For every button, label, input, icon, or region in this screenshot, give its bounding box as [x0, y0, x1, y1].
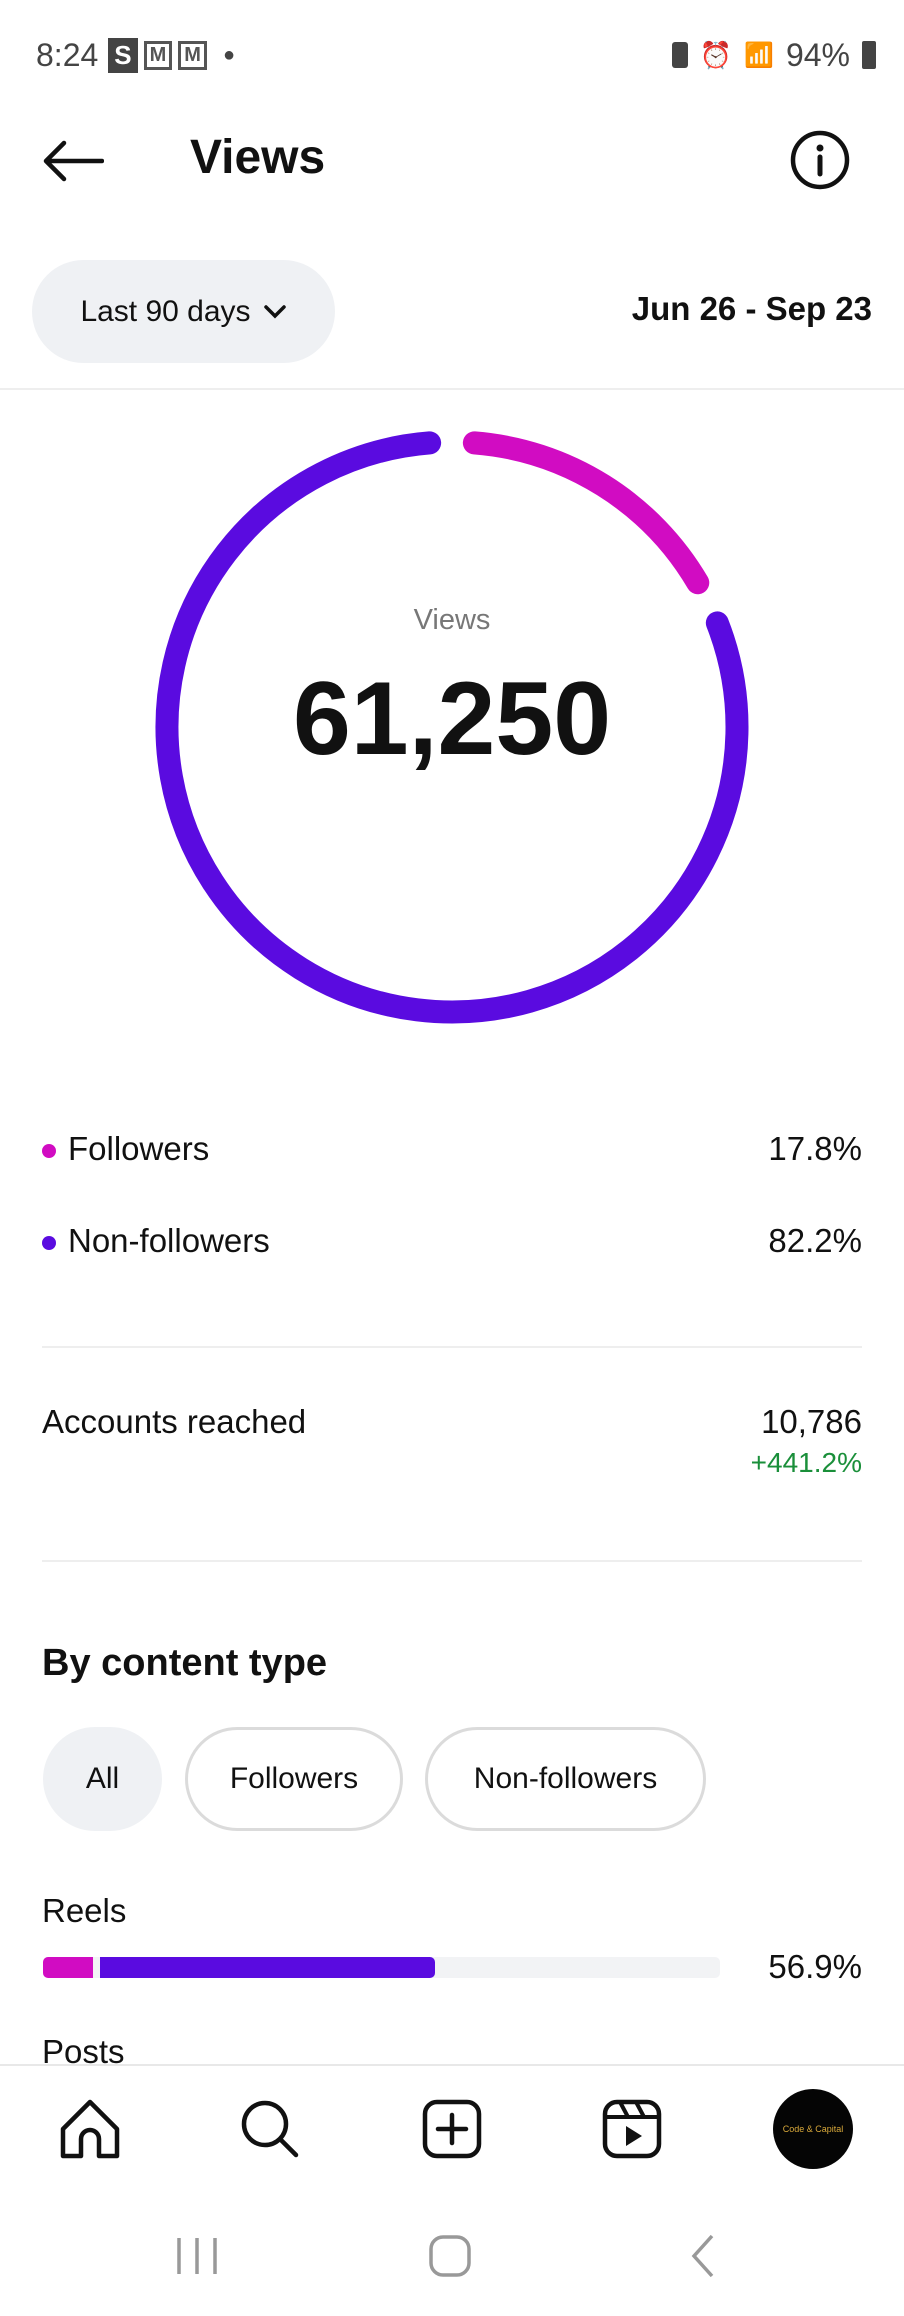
legend-label: Followers: [68, 1130, 210, 1167]
system-back-icon[interactable]: [690, 2234, 716, 2278]
back-arrow-icon[interactable]: [42, 140, 104, 182]
reels-icon[interactable]: [600, 2097, 664, 2161]
reels-bar-track: [43, 1957, 720, 1978]
home-icon[interactable]: [58, 2097, 122, 2161]
reels-label: Reels: [42, 1892, 127, 1929]
status-bar: 8:24 S M M ● ⏰ 📶 94%: [36, 32, 876, 78]
profile-avatar[interactable]: Code & Capital: [773, 2089, 853, 2169]
legend-value: 17.8%: [768, 1130, 862, 1167]
battery-saver-icon: [671, 42, 688, 68]
info-icon[interactable]: [789, 129, 851, 191]
period-dropdown[interactable]: Last 90 days: [32, 260, 335, 363]
reels-value: 56.9%: [768, 1948, 862, 1985]
non-followers-dot-icon: [42, 1236, 56, 1251]
notification-s-icon: S: [108, 37, 138, 73]
reels-followers-bar: [43, 1957, 94, 1978]
followers-arc: [462, 431, 710, 595]
accounts-reached-value: 10,786: [761, 1403, 862, 1440]
chip-followers[interactable]: Followers: [185, 1727, 403, 1831]
legend-non-followers: Non-followers 82.2%: [42, 1222, 862, 1260]
views-donut-chart: [155, 431, 749, 1024]
divider: [42, 1346, 862, 1348]
posts-label: Posts: [42, 2033, 125, 2070]
period-label: Last 90 days: [80, 294, 251, 328]
battery-percent: 94%: [785, 36, 850, 73]
divider: [0, 388, 904, 390]
recent-apps-icon[interactable]: [176, 2236, 218, 2276]
accounts-reached-change: +441.2%: [750, 1447, 862, 1478]
search-icon[interactable]: [238, 2097, 302, 2161]
chip-all[interactable]: All: [43, 1727, 162, 1831]
battery-icon: [862, 41, 876, 69]
dot-icon: ●: [222, 43, 236, 66]
page-title: Views: [190, 131, 326, 184]
alarm-icon: ⏰: [699, 39, 733, 70]
legend-value: 82.2%: [768, 1222, 862, 1259]
wifi-icon: 📶: [744, 41, 774, 69]
section-title: By content type: [42, 1642, 328, 1684]
home-button-icon[interactable]: [428, 2234, 472, 2278]
donut-label: Views: [413, 604, 491, 636]
date-range: Jun 26 - Sep 23: [631, 290, 872, 327]
accounts-reached-label: Accounts reached: [42, 1403, 307, 1440]
reels-non-followers-bar: [100, 1957, 436, 1978]
gmail-icon: M: [178, 40, 207, 70]
profile-logo-text: Code & Capital: [782, 2124, 844, 2134]
gmail-icon: M: [143, 40, 173, 70]
legend-followers: Followers 17.8%: [42, 1130, 862, 1168]
legend-label: Non-followers: [68, 1222, 270, 1259]
divider: [42, 1560, 862, 1562]
accounts-reached-row: Accounts reached 10,786 +441.2%: [42, 1403, 862, 1479]
followers-dot-icon: [42, 1144, 56, 1159]
non-followers-arc: [155, 431, 749, 1024]
create-post-icon[interactable]: [420, 2097, 484, 2161]
nav-divider: [0, 2064, 904, 2066]
views-total: 61,250: [292, 661, 612, 777]
chevron-down-icon: [263, 304, 286, 318]
chip-non-followers[interactable]: Non-followers: [425, 1727, 706, 1831]
status-time: 8:24: [36, 36, 99, 73]
